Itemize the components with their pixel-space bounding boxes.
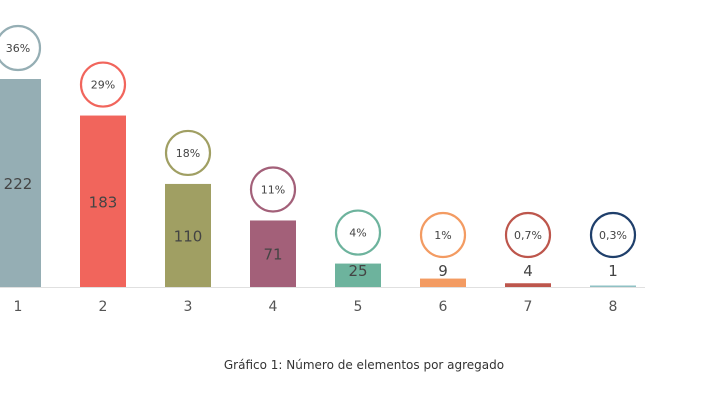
percent-circle <box>589 211 637 259</box>
x-tick-label: 7 <box>524 299 533 315</box>
percent-circle <box>419 211 467 259</box>
percent-circle <box>504 211 552 259</box>
value-label: 1 <box>608 262 618 280</box>
x-tick-label: 5 <box>354 299 363 315</box>
bar <box>80 115 126 287</box>
percent-label: 4% <box>349 227 366 240</box>
percent-label: 0,7% <box>514 229 542 242</box>
percent-label: 1% <box>434 229 451 242</box>
value-label: 71 <box>263 246 282 264</box>
value-label: 110 <box>174 227 203 245</box>
percent-label: 11% <box>261 183 285 196</box>
bar <box>335 263 381 287</box>
percent-label: 36% <box>6 42 30 55</box>
x-tick-label: 4 <box>269 299 278 315</box>
bar <box>250 220 296 287</box>
value-label: 4 <box>523 262 533 280</box>
percent-circle <box>249 166 297 213</box>
value-label: 183 <box>89 193 118 211</box>
x-tick-label: 1 <box>14 299 23 315</box>
bar <box>590 285 636 287</box>
value-label: 25 <box>348 262 367 280</box>
percent-circle <box>79 61 127 108</box>
bar <box>505 283 551 287</box>
bar <box>165 183 211 287</box>
percent-circle <box>334 209 382 256</box>
value-label: 222 <box>4 175 33 193</box>
percent-circle <box>0 24 42 72</box>
chart-caption: Gráfico 1: Número de elementos por agreg… <box>223 358 505 372</box>
percent-label: 0,3% <box>599 229 627 242</box>
x-tick-label: 6 <box>439 299 448 315</box>
percent-circle <box>164 129 212 177</box>
value-label: 9 <box>438 262 448 280</box>
percent-label: 29% <box>91 79 115 92</box>
x-tick-label: 8 <box>609 299 618 315</box>
bar-chart: 22236%118329%211018%37111%4254%591%640,7… <box>0 24 645 315</box>
x-tick-label: 2 <box>99 299 108 315</box>
x-tick-label: 3 <box>184 299 193 315</box>
bar <box>0 79 41 287</box>
percent-label: 18% <box>176 147 200 160</box>
bar <box>420 278 466 287</box>
